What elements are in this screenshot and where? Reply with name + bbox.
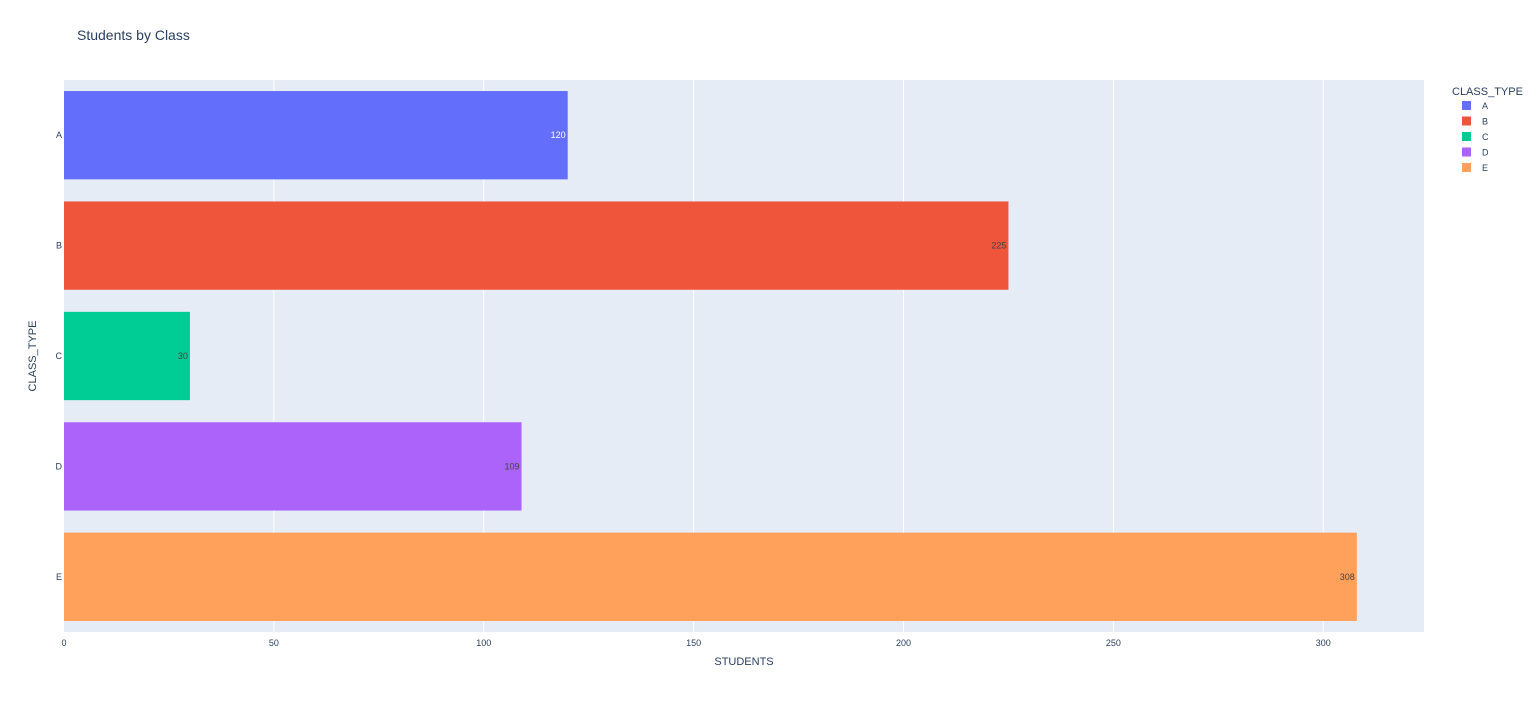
legend-label-A: A xyxy=(1482,101,1488,111)
x-tick-label-100: 100 xyxy=(476,638,491,648)
data-labels: 120 225 30 109 308 xyxy=(178,130,1355,582)
chart-title: Students by Class xyxy=(77,27,190,43)
y-tick-label-A: A xyxy=(56,130,62,140)
y-axis-title: CLASS_TYPE xyxy=(27,321,39,392)
x-tick-label-0: 0 xyxy=(61,638,66,648)
bar-E[interactable] xyxy=(64,532,1357,621)
y-axis-ticks: A B C D E xyxy=(56,130,63,582)
x-tick-label-300: 300 xyxy=(1316,638,1331,648)
legend-label-B: B xyxy=(1482,117,1488,127)
legend-swatch-C xyxy=(1462,132,1471,141)
x-axis-ticks: 0 50 100 150 200 250 300 xyxy=(61,638,1330,648)
legend-label-E: E xyxy=(1482,163,1488,173)
y-tick-label-E: E xyxy=(56,572,62,582)
legend-label-C: C xyxy=(1482,132,1489,142)
legend-swatch-D xyxy=(1462,147,1471,157)
x-tick-label-150: 150 xyxy=(686,638,701,648)
legend-item-D[interactable]: D xyxy=(1462,147,1489,158)
data-label-B: 225 xyxy=(991,241,1006,251)
legend-swatch-B xyxy=(1462,116,1471,126)
bars xyxy=(64,91,1357,621)
bar-A[interactable] xyxy=(64,91,568,180)
legend-item-B[interactable]: B xyxy=(1462,116,1488,127)
y-tick-label-D: D xyxy=(56,461,63,471)
bar-C[interactable] xyxy=(64,311,190,401)
bar-D[interactable] xyxy=(64,422,522,511)
x-axis-title: STUDENTS xyxy=(714,656,773,668)
x-tick-label-250: 250 xyxy=(1106,638,1121,648)
y-tick-label-B: B xyxy=(56,241,62,251)
legend-swatch-E xyxy=(1462,163,1471,172)
legend-swatch-A xyxy=(1462,101,1471,110)
legend-title: CLASS_TYPE xyxy=(1452,86,1523,98)
data-label-C: 30 xyxy=(178,351,188,361)
data-label-E: 308 xyxy=(1340,572,1355,582)
legend-label-D: D xyxy=(1482,148,1489,158)
data-label-A: 120 xyxy=(551,130,566,140)
x-tick-label-50: 50 xyxy=(269,638,279,648)
data-label-D: 109 xyxy=(504,461,519,471)
bar-B[interactable] xyxy=(64,201,1009,290)
legend-item-A[interactable]: A xyxy=(1462,101,1488,111)
y-tick-label-C: C xyxy=(56,351,63,361)
x-tick-label-200: 200 xyxy=(896,638,911,648)
legend-item-C[interactable]: C xyxy=(1462,132,1489,142)
legend-item-E[interactable]: E xyxy=(1462,163,1488,173)
